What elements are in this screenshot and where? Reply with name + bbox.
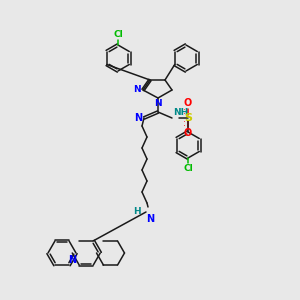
Text: Cl: Cl xyxy=(183,164,193,173)
Text: NH: NH xyxy=(173,108,188,117)
Text: N: N xyxy=(68,255,76,265)
Text: H: H xyxy=(134,208,141,217)
Text: :: : xyxy=(183,119,185,128)
Text: Cl: Cl xyxy=(113,30,123,39)
Text: S: S xyxy=(184,113,192,123)
Text: O: O xyxy=(184,98,192,108)
Text: N: N xyxy=(134,113,142,123)
Text: :: : xyxy=(183,107,185,116)
Text: N: N xyxy=(154,99,162,108)
Text: O: O xyxy=(184,128,192,138)
Text: N: N xyxy=(146,214,154,224)
Text: N: N xyxy=(134,85,141,94)
